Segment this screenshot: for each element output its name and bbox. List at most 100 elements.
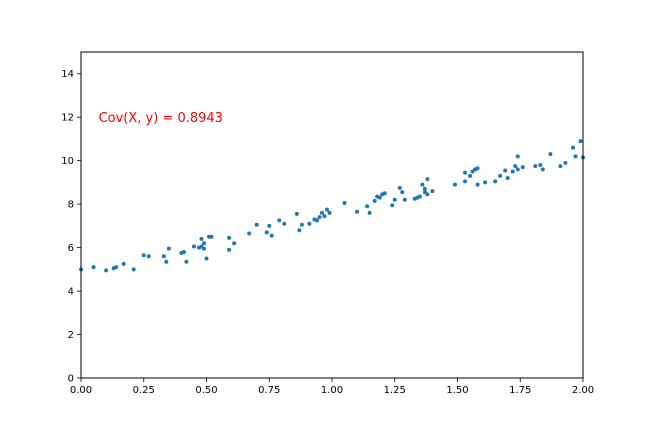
y-tick-label: 14 [61,69,74,80]
y-tick-label: 6 [68,243,74,254]
data-point [515,154,520,159]
data-point [227,235,232,240]
data-point [299,222,304,227]
x-tick-label: 1.50 [446,385,468,396]
data-point [520,165,525,170]
data-point [294,211,299,216]
y-tick-label: 12 [61,113,74,124]
data-point [307,221,312,226]
data-point [269,233,274,238]
scatter-points [79,139,585,273]
x-tick-label: 2.00 [572,385,594,396]
data-point [141,253,146,258]
data-point [355,209,360,214]
x-tick-label: 0.25 [133,385,155,396]
data-point [131,267,136,272]
data-point [199,236,204,241]
data-point [578,139,583,144]
data-point [400,190,405,195]
axes-frame [80,51,584,379]
data-point [317,215,322,220]
y-tick-label: 0 [68,374,74,385]
data-point [161,254,166,259]
data-point [166,246,171,251]
data-point [390,203,395,208]
data-point [201,246,206,251]
y-axis: 0 2 4 6 8 10 12 14 [61,69,81,385]
data-point [247,231,252,236]
data-point [570,145,575,150]
data-point [227,247,232,252]
data-point [548,152,553,157]
x-tick-label: 0.50 [195,385,217,396]
data-point [377,195,382,200]
data-point [314,218,319,223]
x-tick-label: 0.00 [70,385,92,396]
data-point [327,210,332,215]
y-tick-label: 10 [61,156,74,167]
data-point [324,207,329,212]
data-point [254,222,259,227]
data-point [319,210,324,215]
data-point [463,179,468,184]
data-point [232,241,237,246]
data-point [91,265,96,270]
data-point [540,167,545,172]
data-point [422,186,427,191]
data-point [322,214,327,219]
data-point [382,191,387,196]
data-point [513,164,518,169]
data-point [191,244,196,249]
data-point [475,166,480,171]
data-point [367,210,372,215]
data-point [402,197,407,202]
data-point [505,176,510,181]
data-point [184,259,189,264]
data-point [104,268,109,273]
data-point [164,259,169,264]
x-tick-label: 1.00 [321,385,343,396]
data-point [463,170,468,175]
data-point [277,218,282,223]
data-point [468,173,473,178]
data-point [420,182,425,187]
x-axis: 0.00 0.25 0.50 0.75 1.00 1.25 1.50 1.75 2.00 [70,378,594,396]
data-point [114,265,119,270]
data-point [397,185,402,190]
data-point [181,249,186,254]
data-point [392,197,397,202]
data-point [493,179,498,184]
data-point [503,168,508,173]
data-point [121,261,126,266]
data-point [515,167,520,172]
data-point [425,192,430,197]
data-point [558,164,563,169]
y-tick-label: 4 [68,287,74,298]
data-point [372,198,377,203]
data-point [452,182,457,187]
data-point [297,228,302,233]
data-point [533,164,538,169]
data-point [563,160,568,165]
data-point [417,194,422,199]
y-tick-label: 2 [68,330,74,341]
x-tick-label: 0.75 [258,385,280,396]
data-point [483,180,488,185]
x-tick-label: 1.75 [509,385,531,396]
data-point [510,169,515,174]
data-point [430,189,435,194]
data-point [425,177,430,182]
data-point [498,173,503,178]
data-point [475,182,480,187]
data-point [267,223,272,228]
data-point [146,254,151,259]
data-point [573,154,578,159]
data-point [209,234,214,239]
data-point [282,221,287,226]
data-point [538,163,543,168]
data-point [264,230,269,235]
x-tick-label: 1.25 [384,385,406,396]
data-point [204,256,209,261]
covariance-annotation: Cov(X, y) = 0.8943 [99,111,223,126]
